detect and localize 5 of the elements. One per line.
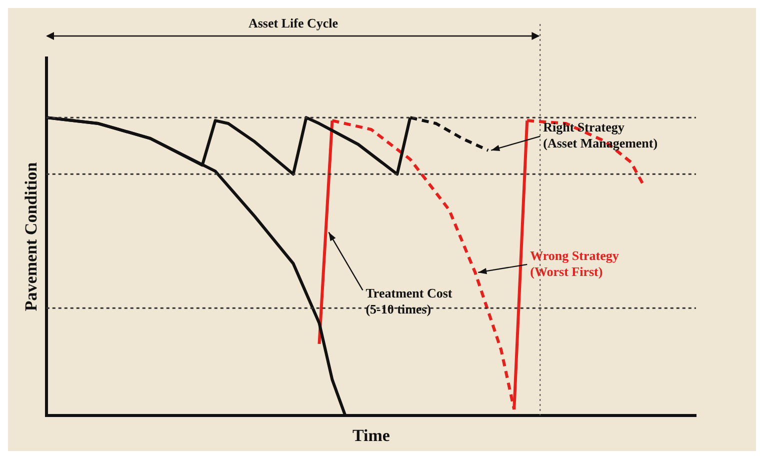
y-axis-title: Pavement Condition [22,162,41,312]
text: Asset Life Cycle [248,15,338,30]
x-axis-title: Time [352,426,390,446]
annotation: Wrong Strategy (Worst First) [530,248,620,279]
annotation: Treatment Cost (5-10 times) [366,286,453,317]
